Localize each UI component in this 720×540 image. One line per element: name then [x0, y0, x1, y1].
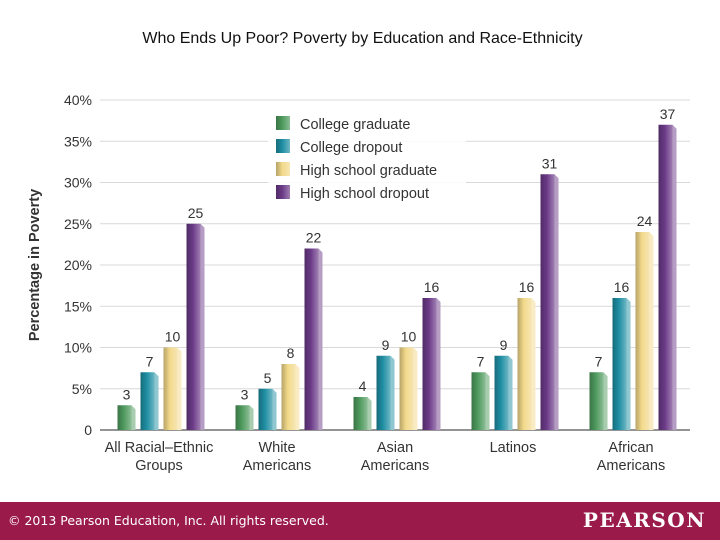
- bar-college-graduate: [235, 405, 250, 430]
- data-label: 5: [264, 370, 272, 386]
- bar-high-school-dropout: [658, 124, 673, 430]
- legend-swatch: [276, 162, 290, 176]
- bar-high-school-graduate: [399, 347, 414, 430]
- data-label: 9: [382, 337, 390, 353]
- bar-high-school-graduate: [281, 364, 296, 430]
- legend-box: [268, 108, 466, 208]
- data-label: 10: [165, 329, 181, 345]
- y-tick-label: 25%: [64, 216, 92, 232]
- data-label: 4: [359, 378, 367, 394]
- legend-swatch: [276, 116, 290, 130]
- bar-side: [531, 298, 536, 430]
- bar-high-school-dropout: [422, 298, 437, 430]
- category-label: Latinos: [490, 440, 537, 456]
- copyright-text: © 2013 Pearson Education, Inc. All right…: [8, 513, 329, 528]
- y-tick-label: 0: [84, 422, 92, 438]
- bar-side: [672, 124, 677, 430]
- y-tick-label: 15%: [64, 298, 92, 314]
- data-label: 10: [401, 329, 417, 345]
- data-label: 25: [188, 205, 204, 221]
- bar-side: [554, 174, 559, 430]
- bar-side: [318, 248, 323, 430]
- bar-high-school-graduate: [635, 232, 650, 430]
- footer-bar: © 2013 Pearson Education, Inc. All right…: [0, 502, 720, 540]
- y-tick-label: 35%: [64, 133, 92, 149]
- legend-label: High school graduate: [300, 163, 437, 179]
- bar-college-graduate: [589, 372, 604, 430]
- y-axis-label: Percentage in Poverty: [27, 189, 43, 341]
- bar-side: [436, 298, 441, 430]
- bar-side: [200, 223, 205, 430]
- legend-label: High school dropout: [300, 186, 429, 202]
- category-label: White: [258, 440, 295, 456]
- category-label: Americans: [361, 458, 430, 474]
- y-tick-label: 5%: [72, 381, 92, 397]
- bar-college-graduate: [353, 397, 368, 430]
- data-label: 3: [241, 386, 249, 402]
- bar-high-school-dropout: [304, 248, 319, 430]
- bar-college-graduate: [117, 405, 132, 430]
- category-label: Americans: [243, 458, 312, 474]
- bar-college-dropout: [376, 355, 391, 430]
- legend-label: College dropout: [300, 140, 402, 156]
- y-tick-label: 40%: [64, 92, 92, 108]
- data-label: 7: [477, 353, 485, 369]
- data-label: 16: [519, 279, 535, 295]
- bar-side: [603, 372, 608, 430]
- bar-side: [649, 232, 654, 430]
- bar-side: [413, 347, 418, 430]
- y-tick-label: 10%: [64, 340, 92, 356]
- data-label: 16: [424, 279, 440, 295]
- y-tick-label: 30%: [64, 175, 92, 191]
- bar-side: [154, 372, 159, 430]
- bar-college-dropout: [140, 372, 155, 430]
- bar-side: [485, 372, 490, 430]
- category-label: Asian: [377, 440, 413, 456]
- category-label: Groups: [135, 458, 183, 474]
- bar-side: [295, 364, 300, 430]
- bar-side: [508, 355, 513, 430]
- bar-college-dropout: [612, 298, 627, 430]
- data-label: 16: [614, 279, 630, 295]
- bar-side: [626, 298, 631, 430]
- data-label: 7: [595, 353, 603, 369]
- data-label: 7: [146, 353, 154, 369]
- data-label: 22: [306, 230, 322, 246]
- bar-college-dropout: [494, 355, 509, 430]
- bar-college-dropout: [258, 388, 273, 430]
- bar-side: [177, 347, 182, 430]
- bar-side: [390, 355, 395, 430]
- poverty-bar-chart: 0 5% 10% 15% 20% 25% 30% 35% 40% Percentage in Po…: [27, 92, 690, 474]
- bar-college-graduate: [471, 372, 486, 430]
- bar-side: [131, 405, 136, 430]
- pearson-logo: PEARSON: [582, 508, 706, 532]
- legend-swatch: [276, 139, 290, 153]
- data-label: 31: [542, 155, 558, 171]
- bar-high-school-dropout: [540, 174, 555, 430]
- data-label: 3: [123, 386, 131, 402]
- category-label: All Racial–Ethnic: [105, 440, 214, 456]
- chart-title: Who Ends Up Poor? Poverty by Education a…: [142, 30, 583, 47]
- bar-side: [367, 397, 372, 430]
- category-label: Americans: [597, 458, 666, 474]
- bar-high-school-graduate: [517, 298, 532, 430]
- bar-side: [272, 388, 277, 430]
- data-label: 9: [500, 337, 508, 353]
- bar-high-school-dropout: [186, 223, 201, 430]
- bar-side: [249, 405, 254, 430]
- data-label: 24: [637, 213, 653, 229]
- category-label: African: [608, 440, 653, 456]
- data-label: 37: [660, 106, 676, 122]
- bar-high-school-graduate: [163, 347, 178, 430]
- y-tick-label: 20%: [64, 257, 92, 273]
- legend-swatch: [276, 185, 290, 199]
- legend-label: College graduate: [300, 117, 410, 133]
- data-label: 8: [287, 345, 295, 361]
